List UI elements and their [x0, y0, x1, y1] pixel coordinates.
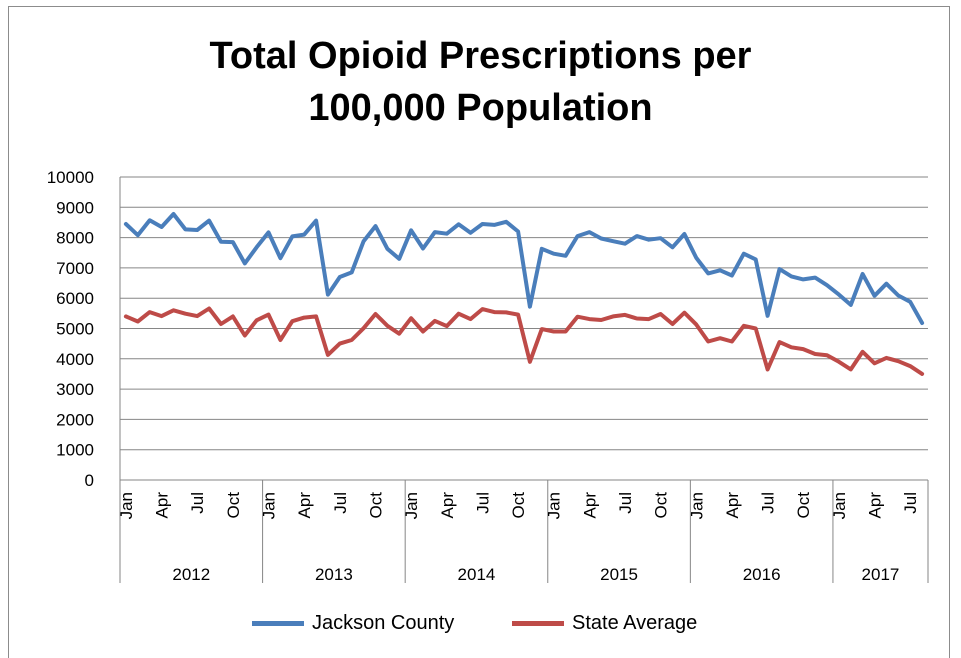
y-tick-label: 10000: [47, 168, 94, 187]
x-tick-label-month: Jul: [331, 492, 350, 514]
x-tick-label-month: Apr: [580, 492, 599, 519]
x-tick-label-month: Jul: [901, 492, 920, 514]
y-tick-label: 5000: [56, 320, 94, 339]
y-tick-label: 6000: [56, 289, 94, 308]
x-tick-label-month: Oct: [509, 492, 528, 519]
y-tick-label: 4000: [56, 350, 94, 369]
x-tick-label-month: Jul: [616, 492, 635, 514]
legend-item-state-average: State Average: [512, 612, 697, 635]
y-tick-label: 0: [85, 471, 94, 490]
x-tick-label-year: 2017: [862, 565, 900, 584]
legend-label-state-average: State Average: [572, 612, 698, 634]
y-tick-label: 8000: [56, 229, 94, 248]
x-tick-label-month: Oct: [366, 492, 385, 519]
series-line-jackson-county: [123, 212, 925, 325]
x-tick-label-month: Jan: [402, 492, 421, 519]
chart-title-line-1: Total Opioid Prescriptions per: [209, 35, 752, 77]
chart-title-line-2: 100,000 Population: [308, 87, 653, 129]
x-tick-label-month: Jul: [473, 492, 492, 514]
legend-swatch-state-average: [512, 621, 564, 626]
x-tick-label-month: Oct: [224, 492, 243, 519]
x-tick-label-month: Jan: [545, 492, 564, 519]
chart-frame: [8, 6, 950, 658]
series-line-state-average: [123, 306, 925, 376]
x-tick-label-month: Jan: [260, 492, 279, 519]
chart-title: Total Opioid Prescriptions per 100,000 P…: [0, 30, 961, 134]
legend-swatch-jackson-county: [252, 621, 304, 626]
x-tick-label-month: Apr: [438, 492, 457, 519]
x-tick-label-year: 2016: [743, 565, 781, 584]
y-tick-label: 3000: [56, 380, 94, 399]
x-tick-label-year: 2015: [600, 565, 638, 584]
x-tick-label-year: 2012: [172, 565, 210, 584]
x-tick-label-month: Oct: [794, 492, 813, 519]
x-tick-label-month: Apr: [866, 492, 885, 519]
x-tick-label-month: Apr: [723, 492, 742, 519]
x-tick-label-month: Apr: [295, 492, 314, 519]
y-tick-label: 9000: [56, 198, 94, 217]
y-tick-label: 2000: [56, 410, 94, 429]
y-tick-label: 1000: [56, 441, 94, 460]
x-tick-label-year: 2013: [315, 565, 353, 584]
x-tick-label-month: Jan: [687, 492, 706, 519]
x-tick-label-month: Jan: [830, 492, 849, 519]
x-tick-label-month: Oct: [652, 492, 671, 519]
x-tick-label-year: 2014: [458, 565, 496, 584]
x-tick-label-month: Apr: [153, 492, 172, 519]
legend-label-jackson-county: Jackson County: [312, 612, 455, 634]
x-tick-label-month: Jul: [759, 492, 778, 514]
y-tick-label: 7000: [56, 259, 94, 278]
legend-item-jackson-county: Jackson County: [252, 612, 454, 635]
x-tick-label-month: Jul: [188, 492, 207, 514]
x-tick-label-month: Jan: [117, 492, 136, 519]
